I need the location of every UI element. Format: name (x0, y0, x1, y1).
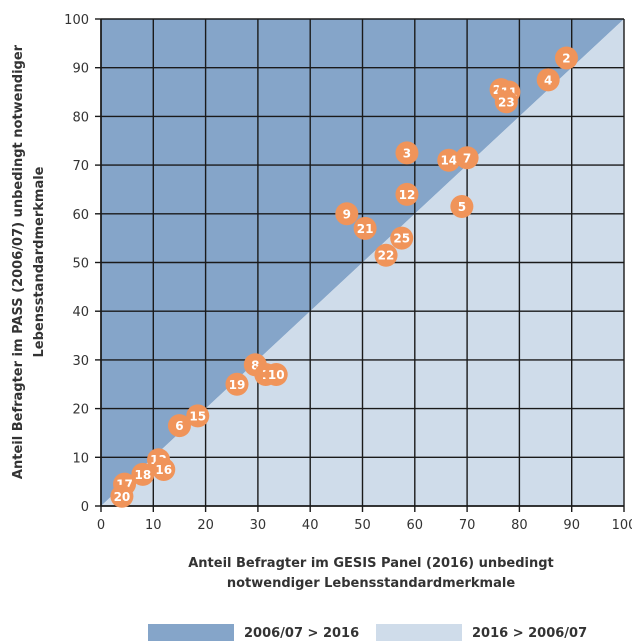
y-tick-labels: 0 10 20 30 40 50 60 70 80 90 100 (64, 13, 89, 515)
data-point-marker (390, 226, 414, 250)
data-point-marker (554, 46, 578, 70)
y-tick-label: 90 (72, 62, 89, 77)
y-tick-label: 10 (72, 451, 89, 466)
data-point-label: 25 (393, 232, 410, 246)
data-point-marker (450, 194, 474, 218)
x-tick-label: 10 (145, 518, 162, 533)
data-point-marker (152, 457, 176, 481)
data-point-20: 20 (110, 484, 134, 508)
axes (95, 18, 625, 512)
data-point-label: 5 (458, 200, 466, 214)
data-point-marker (353, 216, 377, 240)
data-point-10: 10 (264, 363, 288, 387)
data-point-16: 16 (152, 457, 176, 481)
data-point-label: 22 (378, 249, 395, 263)
data-point-marker (437, 148, 461, 172)
data-point-label: 9 (343, 207, 351, 221)
data-point-label: 23 (498, 95, 515, 109)
data-point-marker (110, 484, 134, 508)
data-point-marker (395, 141, 419, 165)
data-point-label: 2 (562, 51, 570, 65)
data-points: 2424112331471259212522811019156131618172… (110, 46, 578, 508)
data-point-label: 21 (357, 222, 374, 236)
data-point-19: 19 (225, 372, 249, 396)
data-point-9: 9 (335, 202, 359, 226)
data-point-5: 5 (450, 194, 474, 218)
data-point-2: 2 (554, 46, 578, 70)
y-axis-title-line1: Anteil Befragter im PASS (2006/07) unbed… (11, 44, 26, 479)
legend-label-2016-greater: 2016 > 2006/07 (472, 626, 587, 641)
data-point-label: 19 (229, 378, 246, 392)
y-tick-label: 100 (64, 13, 89, 28)
data-point-marker (335, 202, 359, 226)
y-tick-label: 30 (72, 354, 89, 369)
data-point-marker (536, 68, 560, 92)
data-point-label: 3 (403, 146, 411, 160)
data-point-6: 6 (167, 414, 191, 438)
data-point-marker (131, 462, 155, 486)
x-tick-label: 70 (459, 518, 476, 533)
x-axis-title-line2: notwendiger Lebensstandardmerkmale (227, 576, 515, 591)
legend-swatch-2006-greater (148, 624, 234, 641)
y-tick-label: 70 (72, 159, 89, 174)
y-tick-label: 50 (72, 257, 89, 272)
data-point-label: 6 (175, 419, 183, 433)
data-point-label: 7 (463, 151, 471, 165)
x-tick-label: 100 (612, 518, 632, 533)
x-tick-label: 50 (354, 518, 371, 533)
x-tick-label: 20 (197, 518, 214, 533)
data-point-label: 4 (544, 73, 552, 87)
data-point-25: 25 (390, 226, 414, 250)
x-tick-label: 0 (97, 518, 105, 533)
data-point-label: 18 (134, 468, 151, 482)
data-point-23: 23 (494, 90, 518, 114)
y-tick-label: 20 (72, 403, 89, 418)
y-tick-label: 60 (72, 208, 89, 223)
data-point-marker (186, 404, 210, 428)
data-point-label: 16 (155, 463, 172, 477)
data-point-marker (455, 146, 479, 170)
data-point-marker (167, 414, 191, 438)
data-point-14: 14 (437, 148, 461, 172)
data-point-label: 15 (189, 409, 206, 423)
legend: 2006/07 > 2016 2016 > 2006/07 (148, 624, 587, 641)
data-point-7: 7 (455, 146, 479, 170)
x-axis-title-line1: Anteil Befragter im GESIS Panel (2016) u… (188, 556, 554, 571)
legend-label-2006-greater: 2006/07 > 2016 (244, 626, 359, 641)
data-point-3: 3 (395, 141, 419, 165)
data-point-marker (494, 90, 518, 114)
data-point-marker (374, 243, 398, 267)
data-point-4: 4 (536, 68, 560, 92)
x-tick-labels: 0 10 20 30 40 50 60 70 80 90 100 (97, 518, 632, 533)
data-point-18: 18 (131, 462, 155, 486)
x-tick-label: 60 (407, 518, 424, 533)
x-tick-label: 80 (511, 518, 528, 533)
data-point-12: 12 (395, 182, 419, 206)
data-point-21: 21 (353, 216, 377, 240)
y-tick-label: 0 (81, 500, 89, 515)
data-point-22: 22 (374, 243, 398, 267)
x-tick-label: 90 (563, 518, 580, 533)
data-point-15: 15 (186, 404, 210, 428)
legend-swatch-2016-greater (376, 624, 462, 641)
x-tick-label: 40 (302, 518, 319, 533)
y-axis-title-line2: Lebensstandardmerkmale (32, 166, 47, 357)
data-point-marker (225, 372, 249, 396)
data-point-marker (395, 182, 419, 206)
data-point-label: 10 (268, 368, 285, 382)
y-tick-label: 40 (72, 305, 89, 320)
y-tick-label: 80 (72, 110, 89, 125)
data-point-label: 20 (114, 490, 131, 504)
data-point-label: 8 (251, 358, 259, 372)
data-point-label: 12 (399, 188, 416, 202)
x-tick-label: 30 (250, 518, 267, 533)
data-point-label: 14 (440, 154, 457, 168)
data-point-marker (264, 363, 288, 387)
